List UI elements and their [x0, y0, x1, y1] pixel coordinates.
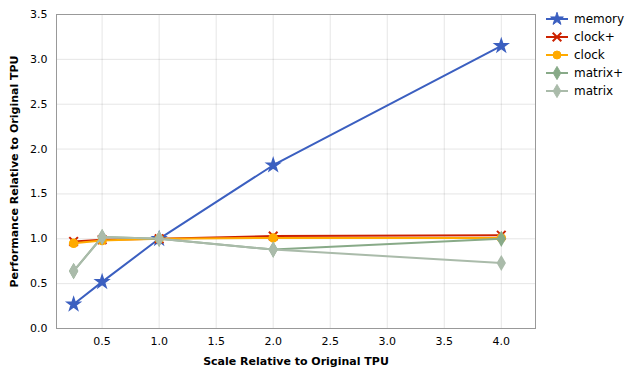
svg-text:0.0: 0.0 [30, 322, 48, 335]
svg-text:4.0: 4.0 [493, 335, 511, 348]
svg-text:2.0: 2.0 [30, 143, 48, 156]
svg-text:1.0: 1.0 [30, 232, 48, 245]
svg-text:0.5: 0.5 [30, 277, 48, 290]
svg-text:3.5: 3.5 [436, 335, 454, 348]
html-text:clock+: clock+ [574, 30, 615, 44]
svg-text:Scale Relative to Original TPU: Scale Relative to Original TPU [203, 355, 389, 368]
svg-text:1.0: 1.0 [150, 335, 168, 348]
html-text:clock: clock [574, 48, 605, 62]
svg-text:1.5: 1.5 [207, 335, 225, 348]
svg-text:0.5: 0.5 [93, 335, 111, 348]
svg-text:2.0: 2.0 [264, 335, 282, 348]
html-text:matrix+: matrix+ [574, 66, 624, 80]
svg-text:3.5: 3.5 [30, 8, 48, 21]
html-text:matrix: matrix [574, 84, 614, 98]
svg-text:1.5: 1.5 [30, 187, 48, 200]
svg-text:Performance Relative to Origin: Performance Relative to Original TPU [8, 55, 21, 287]
svg-text:2.5: 2.5 [321, 335, 339, 348]
svg-text:3.0: 3.0 [30, 53, 48, 66]
svg-text:2.5: 2.5 [30, 98, 48, 111]
html-text:memory: memory [574, 12, 625, 26]
svg-text:3.0: 3.0 [378, 335, 396, 348]
